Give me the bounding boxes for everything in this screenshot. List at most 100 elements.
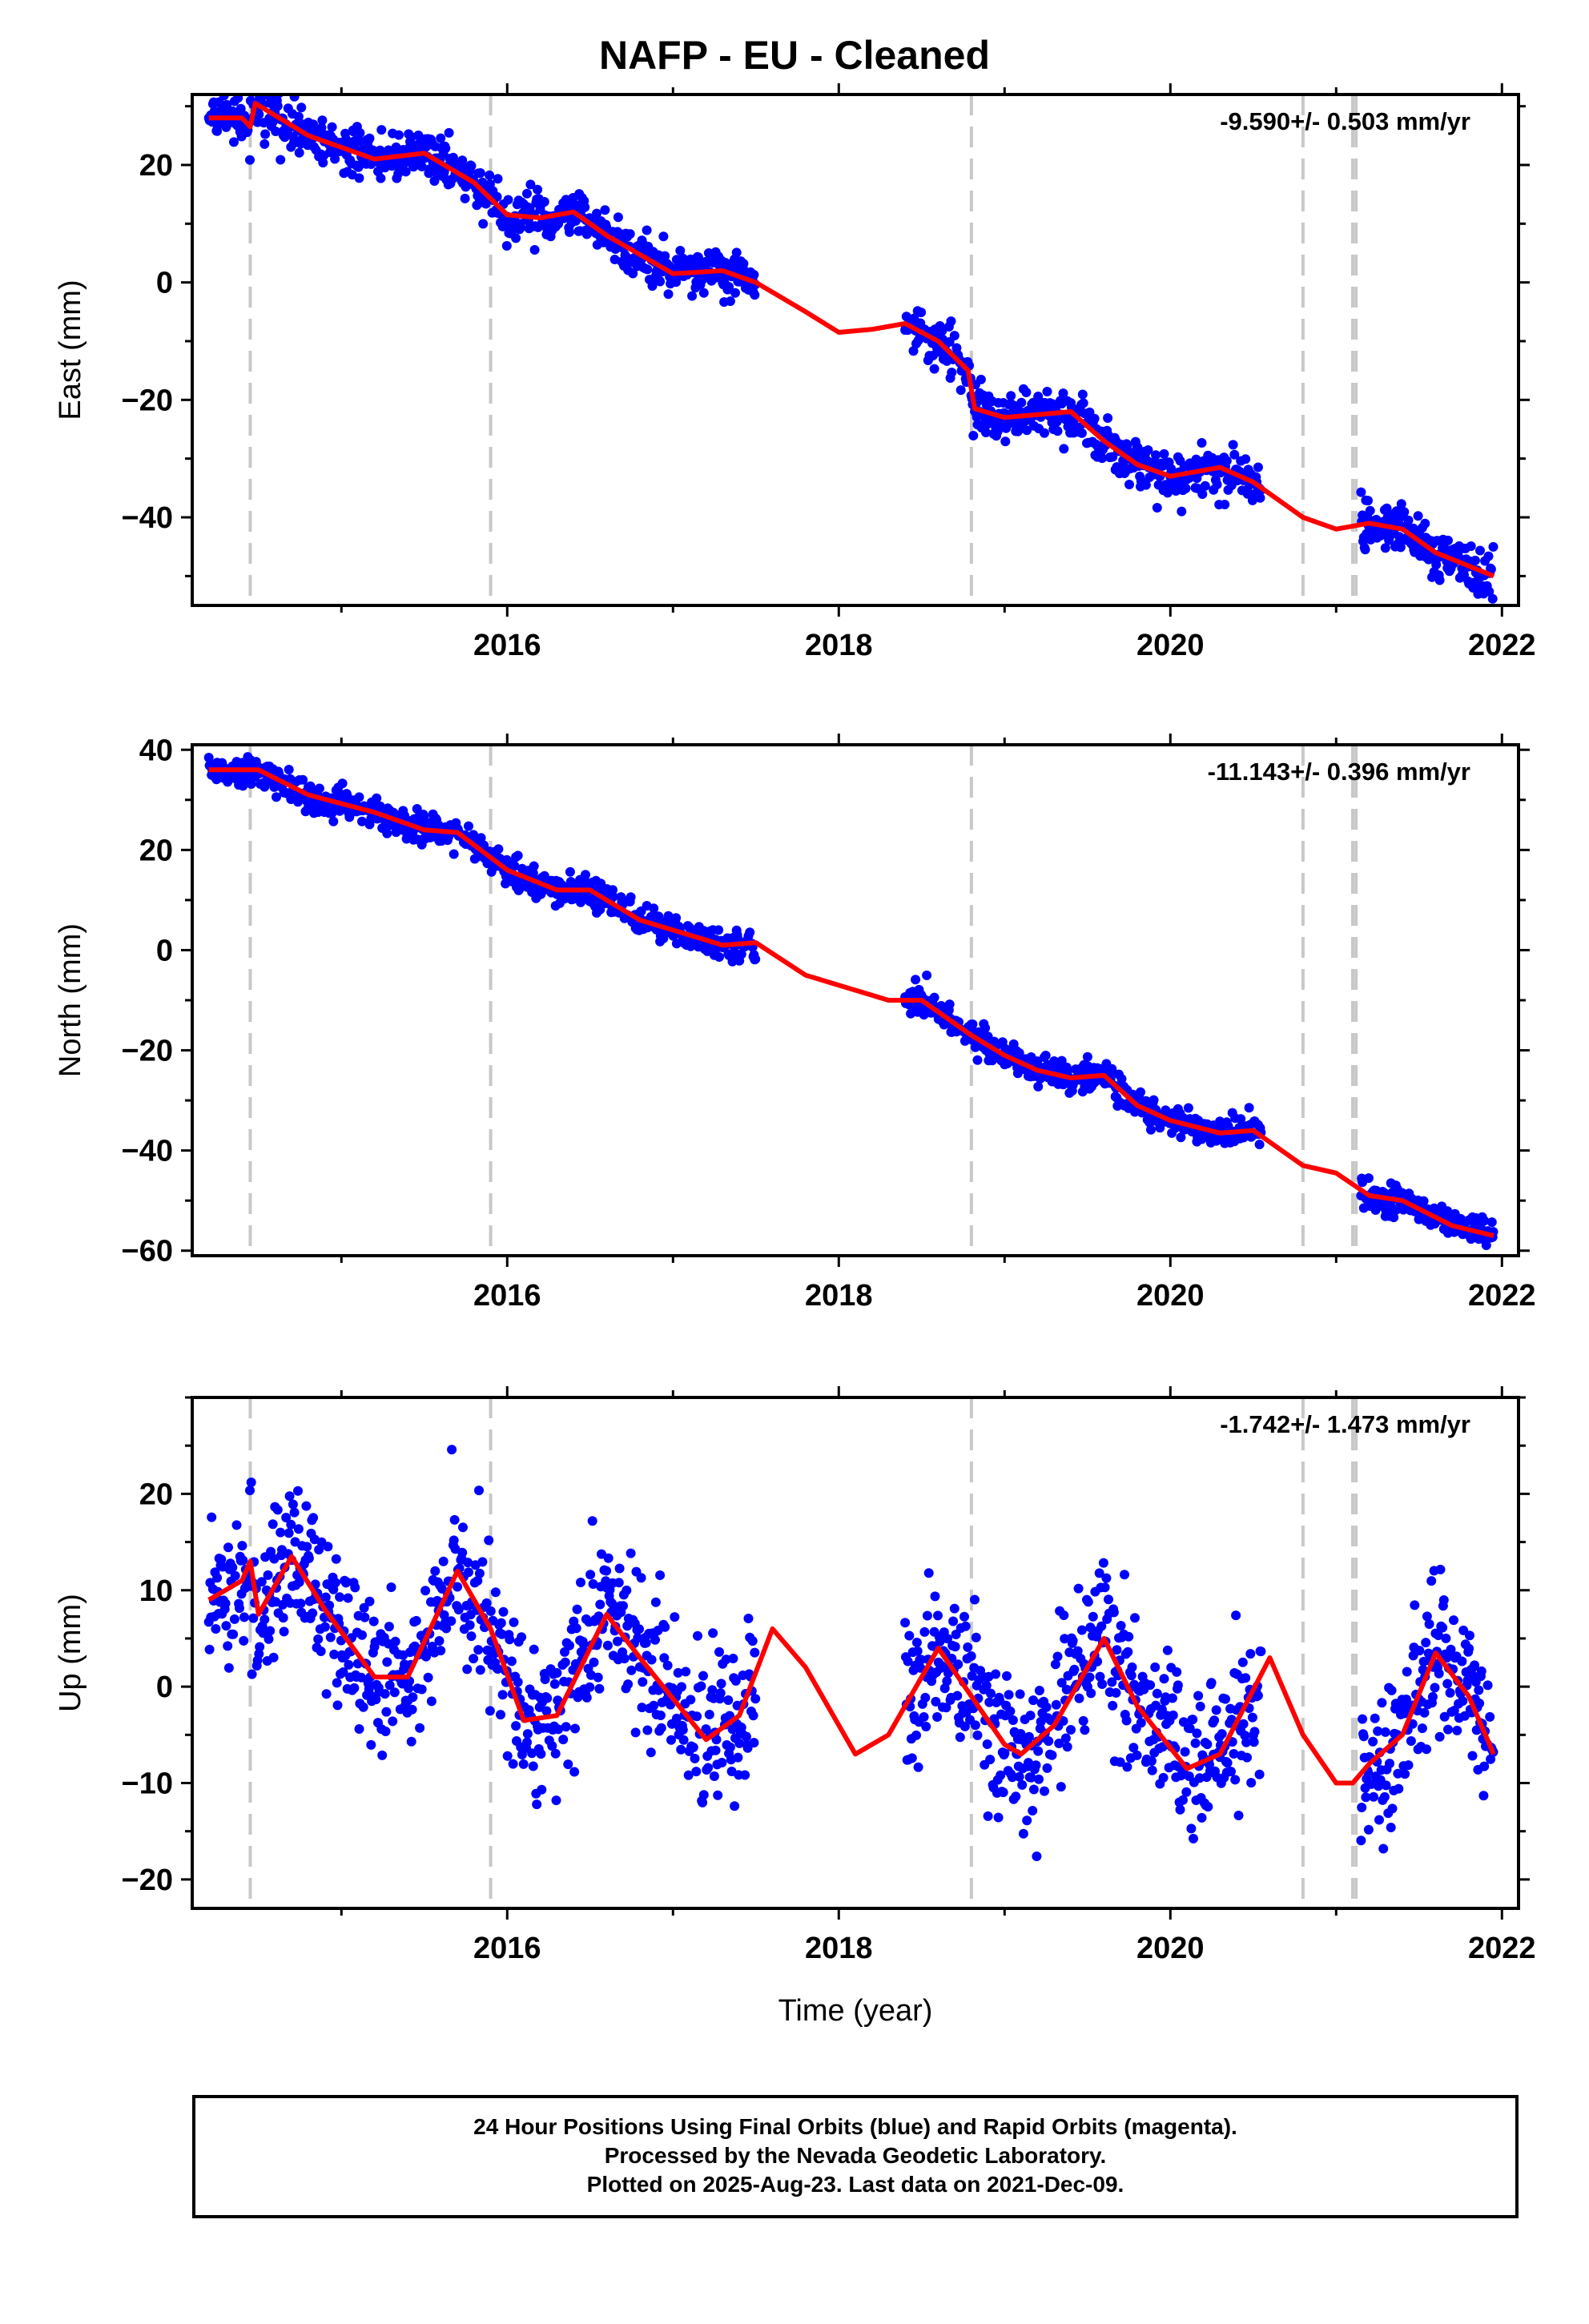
north-point-45 xyxy=(238,781,248,791)
up-point-1016 xyxy=(1158,1772,1169,1783)
up-point-749 xyxy=(941,1703,951,1713)
north-point-1270 xyxy=(1479,1216,1490,1226)
up-point-1112 xyxy=(1233,1811,1244,1820)
up-point-1002 xyxy=(1146,1756,1157,1766)
up-point-123 xyxy=(302,1542,312,1552)
up-point-161 xyxy=(330,1578,340,1588)
footer-line-1: 24 Hour Positions Using Final Orbits (bl… xyxy=(473,2114,1237,2139)
up-model-line xyxy=(207,1554,1496,1786)
east-point-498 xyxy=(598,237,609,247)
east-point-223 xyxy=(376,125,387,135)
up-point-787 xyxy=(971,1632,981,1642)
east-point-694 xyxy=(750,290,760,300)
up-point-569 xyxy=(650,1597,661,1607)
east-point-300 xyxy=(436,133,446,143)
north-point-1091 xyxy=(1236,1114,1246,1124)
up-point-1246 xyxy=(1438,1622,1448,1633)
up-point-1127 xyxy=(1246,1778,1257,1788)
up-point-385 xyxy=(508,1759,518,1769)
up-point-177 xyxy=(341,1577,352,1587)
up-points xyxy=(203,1445,1498,1861)
north-point-852 xyxy=(1040,1051,1051,1060)
east-point-312 xyxy=(444,127,454,138)
up-point-466 xyxy=(571,1623,581,1634)
up-point-484 xyxy=(585,1570,596,1580)
up-point-1040 xyxy=(1175,1804,1185,1815)
up-point-25 xyxy=(223,1542,233,1553)
up-point-799 xyxy=(983,1811,993,1821)
up-point-509 xyxy=(603,1553,613,1563)
east-point-890 xyxy=(1052,426,1063,436)
east-point-88 xyxy=(271,127,281,136)
east-point-500 xyxy=(600,205,610,215)
up-point-877 xyxy=(1042,1763,1052,1773)
east-point-1096 xyxy=(1220,500,1230,509)
up-point-51 xyxy=(246,1478,256,1487)
up-point-736 xyxy=(932,1712,943,1722)
up-point-106 xyxy=(290,1537,300,1547)
up-point-278 xyxy=(421,1648,432,1659)
north-point-1156 xyxy=(1389,1212,1399,1223)
up-point-773 xyxy=(959,1721,970,1731)
north-point-452 xyxy=(565,866,575,877)
up-point-831 xyxy=(1008,1772,1017,1783)
east-point-1242 xyxy=(1434,575,1445,585)
east-point-1052 xyxy=(1181,483,1191,493)
up-point-1054 xyxy=(1189,1833,1198,1844)
up-point-820 xyxy=(998,1787,1008,1798)
up-point-341 xyxy=(473,1645,484,1655)
east-ytick-label-20: 20 xyxy=(139,149,173,183)
east-point-1011 xyxy=(1151,450,1161,460)
up-point-424 xyxy=(537,1784,547,1795)
east-point-1099 xyxy=(1221,456,1232,466)
east-point-1013 xyxy=(1152,503,1162,513)
up-point-962 xyxy=(1115,1757,1125,1767)
east-point-244 xyxy=(394,130,404,140)
up-point-1102 xyxy=(1226,1767,1236,1777)
up-point-562 xyxy=(646,1747,656,1758)
up-point-1248 xyxy=(1438,1595,1449,1605)
up-point-1236 xyxy=(1430,1683,1440,1693)
north-point-362 xyxy=(493,844,504,854)
east-point-1283 xyxy=(1466,541,1476,551)
up-point-957 xyxy=(1112,1645,1122,1655)
up-point-1310 xyxy=(1486,1754,1496,1764)
east-point-555 xyxy=(642,264,653,275)
up-point-898 xyxy=(1062,1742,1072,1752)
up-point-1292 xyxy=(1471,1725,1482,1735)
up-point-1062 xyxy=(1195,1701,1205,1711)
up-point-914 xyxy=(1076,1625,1087,1635)
east-point-393 xyxy=(511,233,521,243)
up-point-594 xyxy=(670,1612,680,1622)
up-point-547 xyxy=(633,1633,643,1643)
east-point-877 xyxy=(1042,387,1052,396)
up-point-894 xyxy=(1060,1634,1070,1644)
up-point-937 xyxy=(1095,1671,1105,1682)
north-point-0 xyxy=(203,753,214,762)
east-point-193 xyxy=(354,173,364,183)
east-point-1106 xyxy=(1228,440,1238,450)
up-point-149 xyxy=(321,1689,332,1699)
up-point-1129 xyxy=(1247,1712,1257,1723)
east-xtick-label-2016: 2016 xyxy=(473,629,541,662)
east-point-1173 xyxy=(1380,543,1390,553)
up-point-608 xyxy=(681,1667,691,1677)
up-point-229 xyxy=(381,1707,392,1717)
up-panel: 2016 2018 2020 2022 −20 −10 0 10 20 Up (mm) Time (… xyxy=(54,1386,1536,2028)
up-point-589 xyxy=(666,1735,676,1745)
north-ytick-label--20: −20 xyxy=(122,1035,173,1068)
up-point-1131 xyxy=(1249,1737,1259,1747)
up-point-1122 xyxy=(1242,1752,1252,1763)
east-point-149 xyxy=(318,158,328,168)
east-point-1122 xyxy=(1241,454,1251,464)
up-point-410 xyxy=(527,1748,537,1759)
up-point-789 xyxy=(972,1730,983,1740)
up-point-897 xyxy=(1061,1684,1072,1695)
up-point-1118 xyxy=(1238,1719,1249,1729)
up-point-1224 xyxy=(1421,1638,1431,1648)
up-point-631 xyxy=(704,1710,714,1719)
up-point-232 xyxy=(384,1622,394,1632)
up-point-551 xyxy=(637,1703,647,1713)
up-point-761 xyxy=(950,1642,960,1652)
up-point-947 xyxy=(1104,1594,1113,1605)
